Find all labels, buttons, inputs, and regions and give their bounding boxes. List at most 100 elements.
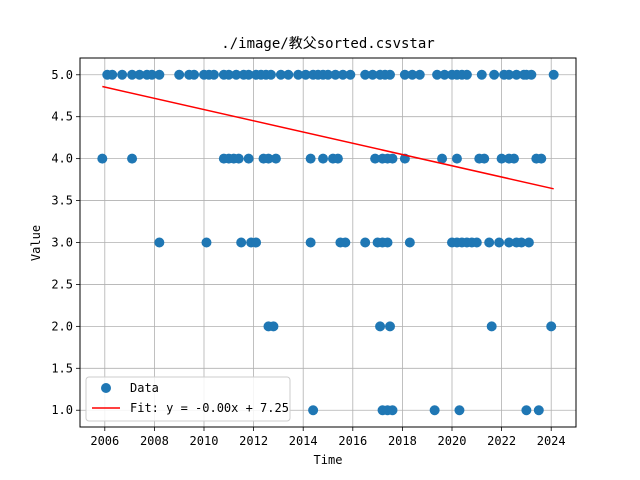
data-point (283, 69, 294, 80)
data-point (429, 405, 440, 416)
data-point (127, 69, 138, 80)
data-point (146, 69, 157, 80)
x-tick-label: 2022 (487, 434, 516, 448)
data-point (243, 69, 254, 80)
data-point (340, 237, 351, 248)
x-axis: 2006 2008 2010 2012 2014 2016 2018 2020 2022 2024 (90, 427, 566, 448)
data-point (127, 153, 138, 164)
fit-line (102, 85, 554, 190)
data-point (154, 69, 165, 80)
data-point (270, 153, 281, 164)
y-tick-label: 4.0 (51, 152, 73, 166)
x-tick-label: 2018 (388, 434, 417, 448)
x-tick-label: 2006 (90, 434, 119, 448)
data-point (437, 153, 448, 164)
data-point (154, 237, 165, 248)
data-point (451, 153, 462, 164)
data-point (174, 69, 185, 80)
fit-line-layer (102, 85, 554, 190)
data-point (231, 69, 242, 80)
data-point (332, 153, 343, 164)
data-point (367, 69, 378, 80)
data-point (489, 69, 500, 80)
legend-box (85, 376, 291, 422)
data-point (385, 321, 395, 332)
data-point (117, 69, 128, 80)
data-point (546, 321, 557, 332)
data-point (387, 405, 398, 416)
data-point (360, 237, 371, 248)
data-point (414, 69, 425, 80)
data-point (275, 69, 286, 80)
y-tick-label: 4.5 (51, 110, 73, 124)
data-point (243, 153, 254, 164)
data-point (523, 237, 534, 248)
x-tick-label: 2008 (140, 434, 169, 448)
data-point (548, 69, 559, 80)
data-point (375, 321, 386, 332)
data-point (526, 69, 537, 80)
data-point (251, 237, 262, 248)
data-point (521, 405, 532, 416)
y-axis-label: Value (29, 225, 43, 261)
data-point (486, 321, 497, 332)
data-point (484, 237, 495, 248)
data-point (345, 69, 356, 80)
data-point (208, 69, 219, 80)
data-point (536, 153, 547, 164)
data-point (107, 69, 118, 80)
x-axis-label: Time (314, 453, 343, 467)
data-point (471, 237, 482, 248)
data-point (516, 237, 527, 248)
data-point (308, 405, 319, 416)
data-point (370, 153, 381, 164)
data-point (360, 69, 371, 80)
data-point (432, 69, 443, 80)
data-point (407, 69, 418, 80)
data-point (454, 405, 465, 416)
data-point (504, 69, 515, 80)
data-point (399, 69, 410, 80)
data-point (439, 69, 450, 80)
x-tick-label: 2010 (190, 434, 219, 448)
y-tick-label: 1.5 (51, 361, 73, 375)
legend: Data Fit: y = -0.00x + 7.25 (85, 376, 291, 422)
data-point (385, 69, 395, 80)
y-tick-label: 3.5 (51, 194, 73, 208)
y-tick-label: 5.0 (51, 68, 73, 82)
data-point (509, 153, 519, 164)
data-point (330, 69, 341, 80)
data-point (323, 69, 333, 80)
x-tick-label: 2014 (289, 434, 318, 448)
data-point (511, 69, 522, 80)
data-point (223, 69, 234, 80)
data-point (476, 69, 487, 80)
data-point (305, 153, 316, 164)
data-point (305, 237, 316, 248)
legend-marker-data (101, 383, 111, 393)
y-tick-label: 2.5 (51, 277, 73, 291)
legend-label-fit: Fit: y = -0.00x + 7.25 (130, 401, 289, 415)
x-tick-label: 2012 (239, 434, 268, 448)
chart-title: ./image/教父sorted.csvstar (221, 36, 434, 52)
data-point (236, 237, 247, 248)
data-point (479, 153, 490, 164)
data-point (318, 153, 329, 164)
data-point (404, 237, 415, 248)
data-points (97, 69, 559, 416)
data-point (387, 153, 398, 164)
data-point (300, 69, 311, 80)
x-tick-label: 2020 (438, 434, 467, 448)
data-point (201, 237, 212, 248)
data-point (263, 153, 274, 164)
data-point (494, 237, 505, 248)
data-point (496, 153, 507, 164)
data-point (268, 321, 279, 332)
data-point (337, 69, 348, 80)
data-point (533, 405, 544, 416)
data-point (134, 69, 145, 80)
x-tick-label: 2024 (537, 434, 566, 448)
data-point (293, 69, 304, 80)
y-tick-label: 1.0 (51, 403, 73, 417)
